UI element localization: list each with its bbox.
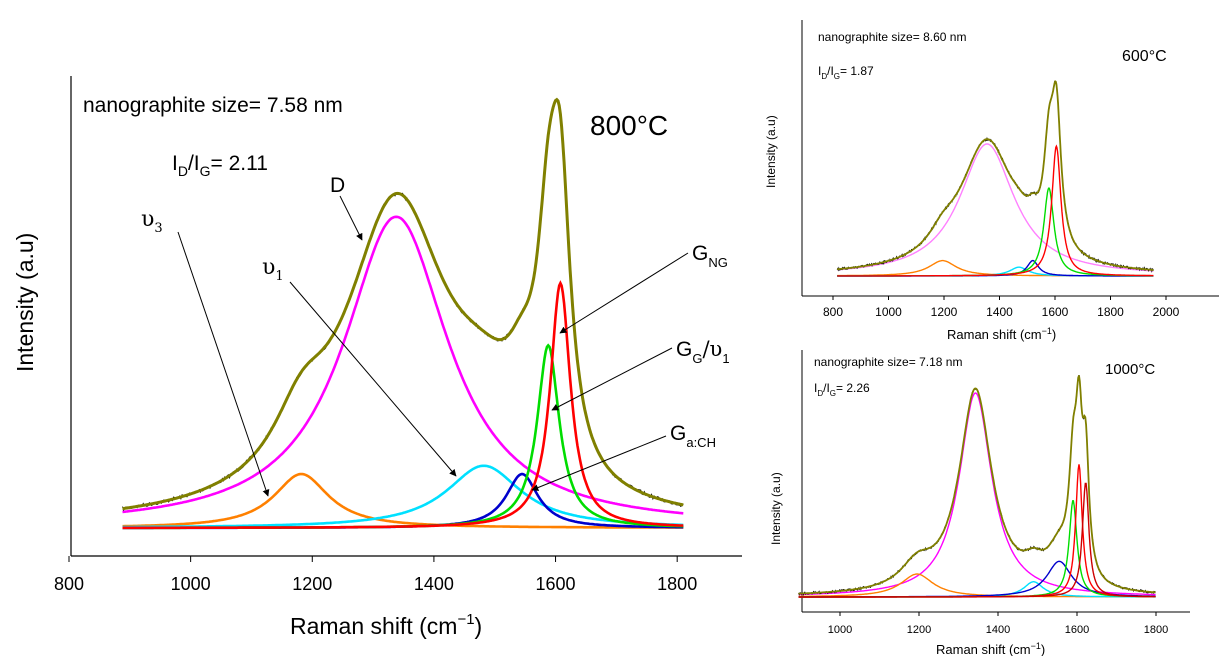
component-peak-curve [798,464,1156,598]
component-peak-curve [798,392,1156,596]
arrow-gng [559,252,689,334]
x-ticks: 800 1000 1200 1400 1600 1800 2000 [823,296,1180,319]
series-curves [122,97,684,530]
component-peak-curve [122,472,684,529]
panel-800c: 800 1000 1200 1400 1600 1800 Raman shift (cm−… [12,76,742,639]
x-axis-label: Raman shift (cm−1) [936,641,1045,656]
arrow-u1 [289,281,457,477]
peak-label-gng: GNG [692,242,728,270]
x-tick-label: 1200 [292,574,332,594]
x-tick-label: 1400 [414,574,454,594]
x-tick-label: 1600 [1065,624,1089,636]
arrow-u3 [177,231,270,497]
x-tick-label: 1600 [1042,305,1069,319]
x-tick-label: 1000 [828,624,852,636]
component-peak-curve [837,144,1154,277]
intensity-ratio: ID/IG= 2.11 [172,152,268,179]
size-annotation: nanographite size= 8.60 nm [818,30,966,44]
x-tick-label: 1400 [986,624,1010,636]
peak-label-gg-u1: GG/υ1 [676,337,730,366]
x-tick-label: 1800 [657,574,697,594]
x-tick-label: 1800 [1144,624,1168,636]
intensity-ratio: ID/IG= 2.26 [814,381,870,398]
cumulative-fit-curve [122,97,684,511]
x-tick-label: 800 [54,574,84,594]
component-peak-curve [122,464,684,529]
component-peak-curve [798,500,1156,598]
experimental-spectrum [836,80,1154,273]
panel-1000c: 1000 1200 1400 1600 1800 Raman shift (cm−1) … [769,350,1190,656]
size-annotation: nanographite size= 7.58 nm [83,94,343,117]
intensity-ratio: ID/IG= 1.87 [818,64,874,81]
peak-label-u3: υ3 [141,207,163,236]
temperature-label: 1000°C [1105,361,1155,378]
peak-label-gach: Ga:CH [670,422,716,450]
peak-label-u1: υ1 [262,255,284,284]
experimental-spectrum [798,374,1156,596]
y-axis-label: Intensity (a.u) [764,115,778,188]
x-tick-label: 1000 [875,305,902,319]
experimental-spectrum [122,98,684,512]
x-tick-label: 1600 [536,574,576,594]
component-peak-curve [122,215,684,515]
arrow-d [339,195,363,241]
size-annotation: nanographite size= 7.18 nm [814,355,962,369]
x-tick-label: 1200 [907,624,931,636]
arrow-gg [551,347,673,411]
series-curves [836,80,1154,277]
x-tick-label: 1400 [986,305,1013,319]
panel-600c: 800 1000 1200 1400 1600 1800 2000 Raman shift … [764,20,1219,342]
x-tick-label: 1000 [171,574,211,594]
x-tick-label: 1800 [1097,305,1124,319]
x-ticks: 800 1000 1200 1400 1600 1800 [54,556,697,594]
y-axis-label: Intensity (a.u) [12,233,38,372]
component-peak-curve [122,280,684,530]
x-axis-label: Raman shift (cm−1) [290,611,482,639]
series-curves [798,374,1156,598]
component-peak-curve [837,143,1154,272]
y-axis-label: Intensity (a.u) [769,472,783,545]
x-tick-label: 800 [823,305,843,319]
peak-label-d: D [330,174,345,197]
temperature-label: 600°C [1122,48,1167,65]
cumulative-fit-curve [798,375,1156,595]
temperature-label: 800°C [590,110,668,141]
component-peak-curve [798,482,1156,598]
x-tick-label: 1200 [931,305,958,319]
arrow-gach [531,435,667,491]
x-axis-label: Raman shift (cm−1) [947,326,1056,342]
x-ticks: 1000 1200 1400 1600 1800 [828,612,1168,636]
x-tick-label: 2000 [1153,305,1180,319]
cumulative-fit-curve [837,80,1154,271]
